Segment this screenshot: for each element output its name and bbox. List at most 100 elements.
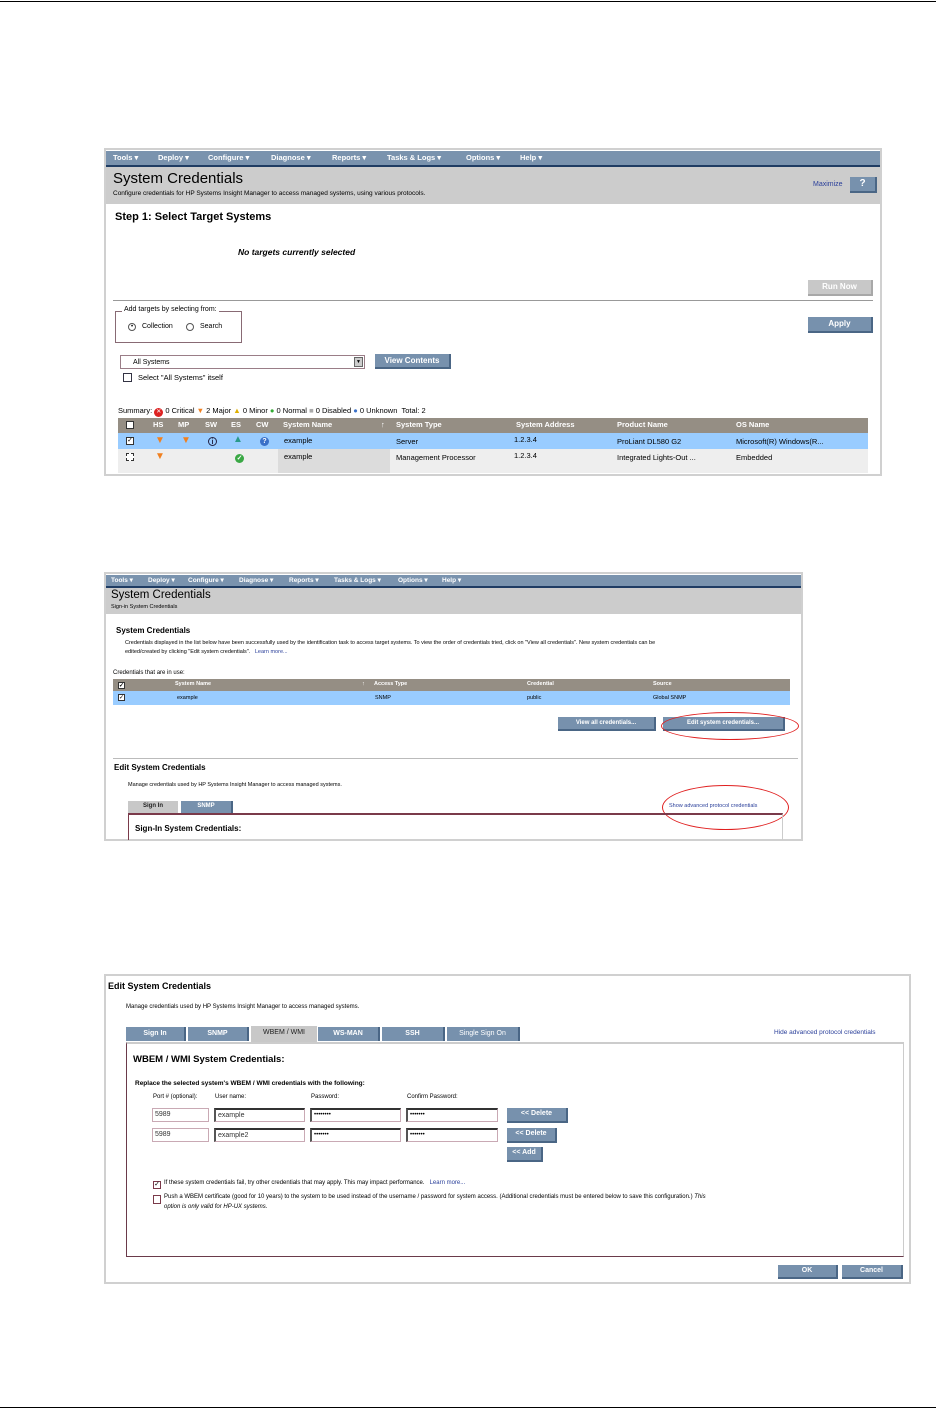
menu-options[interactable]: Options ▾ <box>466 153 501 162</box>
system-name[interactable]: example <box>284 436 313 445</box>
tab-wbem-wmi[interactable]: WBEM / WMI <box>251 1026 317 1042</box>
tab-ssh[interactable]: SSH <box>382 1027 445 1041</box>
menu-tasks-logs[interactable]: Tasks & Logs ▾ <box>334 577 381 584</box>
menu-help[interactable]: Help ▾ <box>520 153 543 162</box>
row-checkbox[interactable]: ✓ <box>126 437 134 445</box>
select-all-checkbox[interactable] <box>126 421 134 429</box>
annotation-ellipse <box>661 712 799 740</box>
username-input[interactable]: example <box>214 1108 305 1122</box>
wbem-heading: WBEM / WMI System Credentials: <box>133 1054 285 1065</box>
menu-bar: Tools ▾ Deploy ▾ Configure ▾ Diagnose ▾ … <box>106 575 801 588</box>
col-sw[interactable]: SW <box>205 420 218 429</box>
menu-deploy[interactable]: Deploy ▾ <box>158 153 189 162</box>
normal-count: 0 Normal <box>276 406 307 415</box>
menu-diagnose[interactable]: Diagnose ▾ <box>239 577 274 584</box>
cancel-button[interactable]: Cancel <box>842 1265 903 1279</box>
add-button[interactable]: << Add <box>507 1147 543 1162</box>
description-line-1: Credentials displayed in the list below … <box>125 640 656 646</box>
confirm-password-input[interactable]: ••••••• <box>406 1108 498 1122</box>
description-line-2: edited/created by clicking "Edit system … <box>125 649 288 655</box>
col-system-name[interactable]: System Name <box>283 420 333 429</box>
maximize-link[interactable]: Maximize <box>813 181 843 188</box>
minor-count: 0 Minor <box>242 406 268 415</box>
push-wbem-label: Push a WBEM certificate (good for 10 yea… <box>164 1194 706 1200</box>
table-row[interactable]: ✓ example SNMP public Global SNMP <box>113 691 790 705</box>
minor-icon: ▲ <box>233 406 241 415</box>
tab-sign-in[interactable]: Sign In <box>128 801 178 813</box>
ok-button[interactable]: OK <box>778 1265 838 1279</box>
annotation-ellipse <box>662 785 789 830</box>
manage-text: Manage credentials used by HP Systems In… <box>126 1004 360 1010</box>
tab-snmp[interactable]: SNMP <box>181 801 233 813</box>
password-input[interactable]: •••••••• <box>310 1108 401 1122</box>
col-product-name[interactable]: Product Name <box>617 420 668 429</box>
major-icon: ▼ <box>155 435 165 446</box>
col-credential[interactable]: Credential <box>527 681 554 687</box>
radio-search[interactable] <box>186 323 194 331</box>
system-name[interactable]: example <box>284 452 313 461</box>
tab-snmp[interactable]: SNMP <box>188 1027 249 1041</box>
col-es[interactable]: ES <box>231 420 242 429</box>
menu-configure[interactable]: Configure ▾ <box>188 577 224 584</box>
tab-sign-in[interactable]: Sign In <box>126 1027 186 1041</box>
sort-ascending-icon[interactable]: ↑ <box>362 681 365 687</box>
col-hs[interactable]: HS <box>153 420 164 429</box>
table-row[interactable]: ✓ ▼ ▼ i ▲ ? example Server 1.2.3.4 ProLi… <box>118 433 868 449</box>
port-input[interactable]: 5989 <box>152 1128 209 1142</box>
section-heading: System Credentials <box>116 626 191 635</box>
total-count: Total: 2 <box>401 406 426 415</box>
password-input[interactable]: ••••••• <box>310 1128 401 1142</box>
col-mp[interactable]: MP <box>178 420 190 429</box>
col-source[interactable]: Source <box>653 681 672 687</box>
view-contents-button[interactable]: View Contents <box>375 354 451 369</box>
port-input[interactable]: 5989 <box>152 1108 209 1122</box>
view-all-credentials-button[interactable]: View all credentials... <box>558 717 656 731</box>
menu-configure[interactable]: Configure ▾ <box>208 153 250 162</box>
col-system-address[interactable]: System Address <box>516 420 575 429</box>
menu-tools[interactable]: Tools ▾ <box>113 153 139 162</box>
push-wbem-certificate-checkbox[interactable] <box>153 1195 161 1204</box>
os-name: Microsoft(R) Windows(R... <box>736 437 824 446</box>
menu-reports[interactable]: Reports ▾ <box>289 577 319 584</box>
col-system-name[interactable]: System Name <box>175 681 212 687</box>
learn-more-link[interactable]: Learn more... <box>254 649 288 655</box>
menu-tasks-logs[interactable]: Tasks & Logs ▾ <box>387 153 442 162</box>
page-title: System Credentials <box>113 170 244 187</box>
run-now-button[interactable]: Run Now <box>808 280 873 296</box>
select-all-checkbox[interactable]: ✓ <box>118 682 125 689</box>
delete-button[interactable]: << Delete <box>507 1108 568 1123</box>
confirm-password-input[interactable]: ••••••• <box>406 1128 498 1142</box>
table-row[interactable]: ▼ ✓ example Management Processor 1.2.3.4… <box>118 449 868 473</box>
delete-button[interactable]: << Delete <box>507 1128 557 1143</box>
chevron-down-icon[interactable]: ▼ <box>354 357 363 367</box>
help-button[interactable]: ? <box>850 177 877 193</box>
username-input[interactable]: example2 <box>214 1128 305 1142</box>
try-other-credentials-checkbox[interactable]: ✓ <box>153 1181 161 1189</box>
menu-diagnose[interactable]: Diagnose ▾ <box>271 153 311 162</box>
apply-button[interactable]: Apply <box>808 317 873 333</box>
system-name[interactable]: example <box>177 695 198 701</box>
disabled-icon: ■ <box>309 406 314 415</box>
learn-more-link[interactable]: Learn more... <box>429 1180 466 1186</box>
tab-single-sign-on[interactable]: Single Sign On <box>447 1027 520 1041</box>
menu-reports[interactable]: Reports ▾ <box>332 153 367 162</box>
col-os-name[interactable]: OS Name <box>736 420 770 429</box>
col-system-type[interactable]: System Type <box>396 420 442 429</box>
os-name: Embedded <box>736 453 773 462</box>
menu-deploy[interactable]: Deploy ▾ <box>148 577 175 584</box>
col-access-type[interactable]: Access Type <box>374 681 408 687</box>
sort-ascending-icon[interactable]: ↑ <box>381 420 385 429</box>
menu-help[interactable]: Help ▾ <box>442 577 462 584</box>
row-checkbox[interactable]: ✓ <box>118 694 125 701</box>
menu-tools[interactable]: Tools ▾ <box>111 577 133 584</box>
menu-options[interactable]: Options ▾ <box>398 577 428 584</box>
option-note: This <box>694 1194 706 1200</box>
hide-advanced-link[interactable]: Hide advanced protocol credentials <box>774 1029 876 1036</box>
col-cw[interactable]: CW <box>256 420 269 429</box>
tab-ws-man[interactable]: WS-MAN <box>318 1027 380 1041</box>
radio-collection[interactable]: • <box>128 323 136 331</box>
row-checkbox[interactable] <box>126 453 134 461</box>
page-header <box>106 167 880 204</box>
select-itself-checkbox[interactable] <box>123 373 132 382</box>
collection-select[interactable]: All Systems ▼ <box>120 355 365 369</box>
